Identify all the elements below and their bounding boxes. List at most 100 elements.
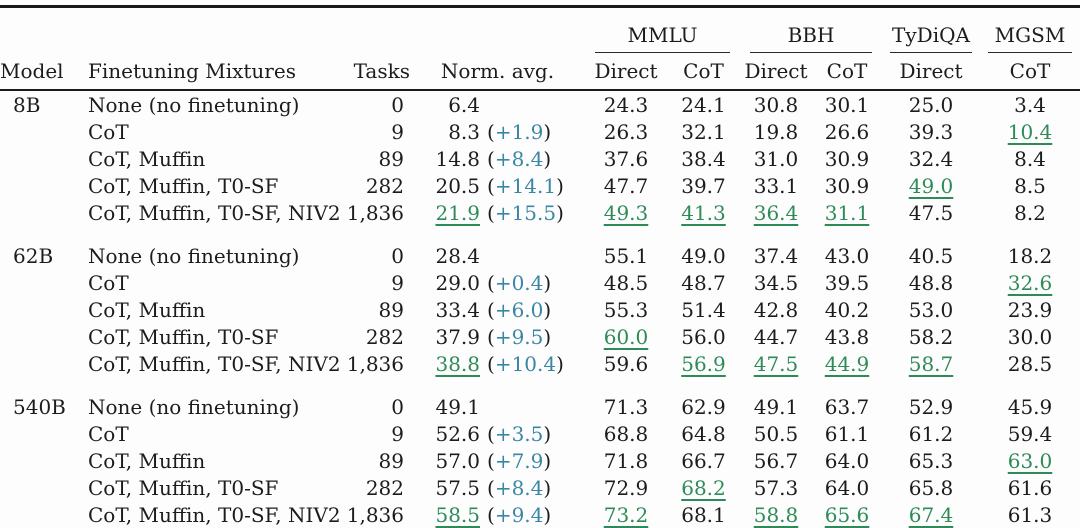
cell-score: 47.5: [882, 199, 980, 226]
score-value: 71.8: [603, 448, 649, 473]
score-value: 63.0: [1007, 448, 1053, 473]
cell-score: 61.2: [882, 420, 980, 447]
table-row: CoT 9 29.0 (+0.4) 48.5 48.7 34.5 39.5 48.8 32.6: [0, 269, 1080, 296]
delta-paren-open: (: [487, 351, 495, 376]
table-row: CoT 9 8.3 (+1.9) 26.3 32.1 19.8 26.6 39.3 10.4: [0, 118, 1080, 145]
cell-score: 49.0: [667, 242, 740, 269]
table-row: CoT, Muffin, T0-SF, NIV2 1,836 21.9 (+15.5)…: [0, 199, 1080, 226]
cell-tasks: 9: [391, 119, 404, 144]
delta-paren-open: (: [487, 502, 495, 527]
table-row: CoT, Muffin 89 57.0 (+7.9) 71.8 66.7 56.7 64.0 6…: [0, 447, 1080, 474]
group-label-mgsm: MGSM: [994, 23, 1066, 47]
score-value: 39.5: [824, 270, 870, 295]
cell-tasks: 0: [391, 92, 404, 117]
delta-paren-open: (: [487, 119, 495, 144]
cell-norm-avg: 21.9 (+15.5): [410, 199, 585, 226]
norm-avg-delta: +14.1: [494, 173, 557, 198]
norm-avg-value: 37.9: [435, 324, 480, 349]
norm-avg-value: 8.3: [448, 119, 480, 144]
cell-score: 55.1: [585, 242, 667, 269]
cell-score: 53.0: [882, 296, 980, 323]
score-value: 51.4: [681, 297, 726, 322]
cell-score: 72.9: [585, 474, 667, 501]
score-value: 43.0: [824, 243, 870, 268]
delta-paren-close: ): [543, 502, 552, 527]
header-mmlu-direct: Direct: [594, 59, 658, 83]
score-value: 10.4: [1007, 119, 1053, 144]
cell-tasks: 1,836: [346, 200, 404, 225]
score-value: 37.6: [603, 146, 649, 171]
cell-score: 50.5: [740, 420, 812, 447]
cell-tasks: 9: [391, 421, 404, 446]
header-tydiqa-direct: Direct: [899, 59, 963, 83]
score-value: 34.5: [753, 270, 799, 295]
score-value: 36.4: [753, 200, 799, 225]
delta-paren-close: ): [556, 173, 564, 198]
cell-model: 62B: [13, 243, 54, 268]
cell-tasks: 89: [378, 297, 404, 322]
norm-avg-value: 28.4: [435, 243, 480, 268]
score-value: 18.2: [1007, 243, 1053, 268]
score-value: 33.1: [753, 173, 799, 198]
score-value: 40.2: [824, 297, 870, 322]
cell-score: 55.3: [585, 296, 667, 323]
norm-avg-value: 6.4: [448, 92, 480, 117]
results-table: MMLU BBH TyDiQA MGSM Model Finetuning Mi…: [0, 5, 1080, 528]
delta-paren-open: (: [487, 270, 495, 295]
cell-score: 28.5: [980, 350, 1080, 377]
group-spacer-row: [0, 377, 1080, 393]
score-value: 8.4: [1014, 146, 1046, 171]
cell-score: 58.8: [740, 501, 812, 528]
cell-model: [0, 420, 88, 447]
cell-model: [0, 296, 88, 323]
cell-norm-avg: 8.3 (+1.9): [410, 118, 585, 145]
cell-score: 44.7: [740, 323, 812, 350]
score-value: 30.0: [1007, 324, 1053, 349]
score-value: 62.9: [681, 394, 726, 419]
norm-avg-value: 57.5: [435, 475, 480, 500]
cell-mixture: CoT, Muffin, T0-SF, NIV2: [88, 502, 341, 527]
cell-norm-avg: 57.5 (+8.4): [410, 474, 585, 501]
cell-score: 30.0: [980, 323, 1080, 350]
delta-paren-open: (: [487, 173, 495, 198]
cell-score: 26.6: [812, 118, 882, 145]
cell-mixture: CoT, Muffin, T0-SF: [88, 475, 279, 500]
header-spacer: [0, 7, 585, 54]
cell-score: 24.1: [667, 90, 740, 118]
cell-norm-avg: 28.4: [410, 242, 585, 269]
cell-score: 31.1: [812, 199, 882, 226]
score-value: 68.2: [681, 475, 726, 500]
score-value: 8.5: [1014, 173, 1046, 198]
score-value: 56.0: [681, 324, 726, 349]
score-value: 71.3: [603, 394, 649, 419]
score-value: 61.6: [1007, 475, 1053, 500]
table-row: CoT, Muffin, T0-SF 282 57.5 (+8.4) 72.9 68.2 5…: [0, 474, 1080, 501]
score-value: 64.0: [824, 448, 870, 473]
score-value: 73.2: [603, 502, 649, 527]
table-row: CoT, Muffin 89 33.4 (+6.0) 55.3 51.4 42.8 40.2 5…: [0, 296, 1080, 323]
cell-score: 32.1: [667, 118, 740, 145]
cell-model: [0, 323, 88, 350]
delta-paren-close: ): [543, 324, 552, 349]
cell-score: 68.2: [667, 474, 740, 501]
cell-score: 39.5: [812, 269, 882, 296]
cell-norm-avg: 14.8 (+8.4): [410, 145, 585, 172]
delta-paren-open: (: [487, 146, 495, 171]
cell-tasks: 282: [365, 173, 404, 198]
norm-avg-value: 58.5: [435, 502, 480, 527]
cell-score: 63.0: [980, 447, 1080, 474]
cell-model: 540B: [13, 394, 66, 419]
score-value: 59.4: [1007, 421, 1053, 446]
table-body: 8B None (no finetuning) 0 6.4 24.3 24.1 30.8 30…: [0, 90, 1080, 528]
cell-norm-avg: 6.4: [410, 90, 585, 118]
cell-score: 37.4: [740, 242, 812, 269]
cell-score: 52.9: [882, 393, 980, 420]
score-value: 57.3: [753, 475, 799, 500]
cell-model: [0, 501, 88, 528]
cell-model: [0, 145, 88, 172]
cell-score: 65.3: [882, 447, 980, 474]
delta-paren-close: ): [543, 475, 552, 500]
cell-score: 40.5: [882, 242, 980, 269]
score-value: 24.3: [603, 92, 649, 117]
header-mgsm-cot: CoT: [1009, 59, 1051, 83]
